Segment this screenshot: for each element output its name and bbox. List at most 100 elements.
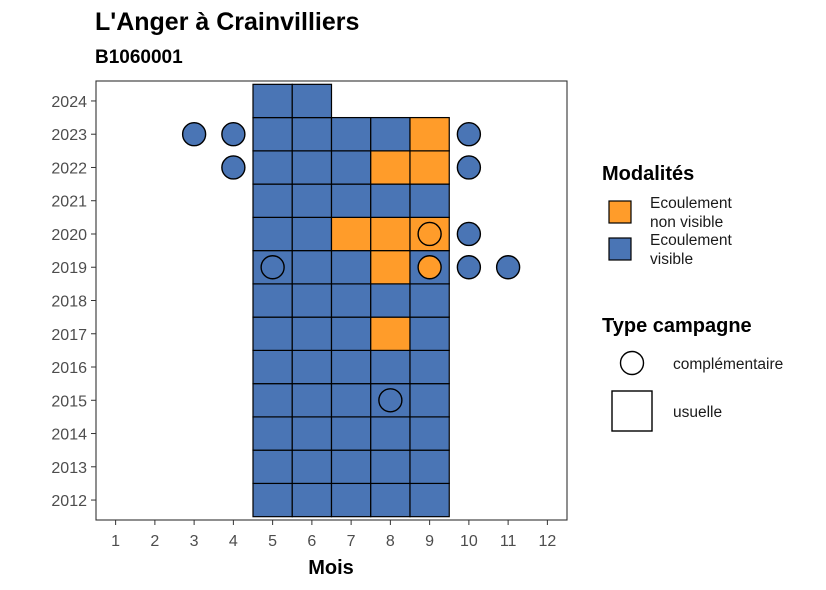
tile-2014-8 (370, 416, 411, 451)
tile-2017-7 (330, 316, 372, 351)
legend: Modalités Ecoulement non visibleEcoulement… (602, 163, 783, 432)
tile-2015-5 (252, 383, 293, 418)
tile-2017-5 (252, 316, 293, 351)
point-2022-4 (221, 155, 246, 180)
legend-shape-key-square (611, 390, 653, 432)
tile-2019-8 (370, 250, 411, 285)
tile-2022-6 (291, 150, 333, 185)
point-2020-9 (417, 221, 442, 247)
tile-2021-5 (252, 183, 293, 218)
tile-2016-6 (291, 349, 333, 385)
x-tick-label-5: 5 (268, 533, 277, 550)
tile-2014-5 (252, 416, 293, 451)
point-2019-10 (456, 255, 482, 280)
legend-shape-label-0: complémentaire (673, 356, 783, 373)
y-tick-label-2016: 2016 (51, 360, 87, 377)
tile-2023-9 (409, 116, 450, 152)
tile-2014-7 (330, 416, 372, 451)
y-tick-label-2018: 2018 (51, 294, 87, 311)
y-tick-label-2023: 2023 (51, 127, 87, 144)
point-2020-10 (456, 221, 482, 247)
tile-2014-9 (409, 416, 450, 451)
tile-2021-9 (409, 183, 450, 218)
tile-2015-9 (409, 383, 450, 418)
x-tick-label-3: 3 (190, 533, 199, 550)
point-2019-11 (495, 255, 521, 280)
legend-fill-label-0: Ecoulement non visible (650, 195, 733, 231)
tile-2022-7 (330, 150, 372, 185)
tile-2023-8 (370, 116, 411, 152)
tile-2020-7 (330, 216, 372, 252)
tile-2023-6 (291, 116, 333, 152)
x-tick-label-7: 7 (347, 533, 356, 550)
tile-2020-5 (252, 216, 293, 252)
tile-2023-7 (330, 116, 372, 152)
y-tick-label-2015: 2015 (51, 393, 87, 410)
y-tick-label-2017: 2017 (51, 327, 87, 344)
point-2019-9 (417, 255, 442, 280)
tile-2016-8 (370, 349, 411, 385)
x-axis-title: Mois (308, 557, 354, 579)
legend-shape-key-circle (619, 350, 645, 376)
tile-2020-8 (370, 216, 411, 252)
tile-2012-9 (409, 482, 450, 518)
tile-2013-7 (330, 449, 372, 485)
tile-2020-6 (291, 216, 333, 252)
tile-2013-8 (370, 449, 411, 485)
tile-2021-8 (370, 183, 411, 218)
point-2023-4 (221, 122, 246, 147)
tile-2013-9 (409, 449, 450, 485)
y-tick-label-2019: 2019 (51, 260, 87, 277)
chart-subtitle: B1060001 (95, 47, 183, 68)
tile-2014-6 (291, 416, 333, 451)
tile-2016-5 (252, 349, 293, 385)
legend-fill-title: Modalités (602, 163, 694, 185)
legend-shape-title: Type campagne (602, 315, 752, 337)
x-tick-label-6: 6 (307, 533, 316, 550)
tile-2019-6 (291, 250, 333, 285)
tile-2016-7 (330, 349, 372, 385)
point-2022-10 (456, 155, 482, 180)
x-tick-label-2: 2 (150, 533, 159, 550)
tile-2015-7 (330, 383, 372, 418)
tile-2022-5 (252, 150, 293, 185)
tile-2012-5 (252, 482, 293, 518)
y-tick-label-2013: 2013 (51, 460, 87, 477)
y-tick-label-2012: 2012 (51, 493, 87, 510)
y-tick-label-2014: 2014 (51, 427, 87, 444)
tile-2017-6 (291, 316, 333, 351)
x-tick-label-1: 1 (111, 533, 120, 550)
tile-2018-8 (370, 283, 411, 318)
legend-fill-key-1 (608, 237, 632, 261)
tile-2012-6 (291, 482, 333, 518)
tile-2013-5 (252, 449, 293, 485)
y-tick-label-2022: 2022 (51, 160, 87, 177)
tile-2012-8 (370, 482, 411, 518)
tile-2017-9 (409, 316, 450, 351)
x-tick-label-4: 4 (229, 533, 238, 550)
legend-shape-label-1: usuelle (673, 404, 722, 421)
tile-2018-9 (409, 283, 450, 318)
tile-2015-6 (291, 383, 333, 418)
x-tick-label-10: 10 (460, 533, 478, 550)
tile-2021-7 (330, 183, 372, 218)
x-tick-label-8: 8 (386, 533, 395, 550)
tile-2022-9 (409, 150, 450, 185)
point-2019-5 (260, 255, 285, 280)
tile-2013-6 (291, 449, 333, 485)
tile-2022-8 (370, 150, 411, 185)
y-tick-label-2020: 2020 (51, 227, 87, 244)
tile-2016-9 (409, 349, 450, 385)
tile-2018-5 (252, 283, 293, 318)
tile-2012-7 (330, 482, 372, 518)
legend-fill-label-1: Ecoulement visible (650, 232, 733, 268)
point-2015-8 (378, 388, 403, 413)
tile-2024-6 (291, 83, 333, 119)
plot-area: 1 2 3 4 5 6 7 8 9 10 11 122012201320142015201620172… (51, 80, 568, 550)
tile-2023-5 (252, 116, 293, 152)
tile-2021-6 (291, 183, 333, 218)
chart-title: L'Anger à Crainvilliers (95, 8, 359, 36)
tile-2018-7 (330, 283, 372, 318)
tile-2017-8 (370, 316, 411, 351)
